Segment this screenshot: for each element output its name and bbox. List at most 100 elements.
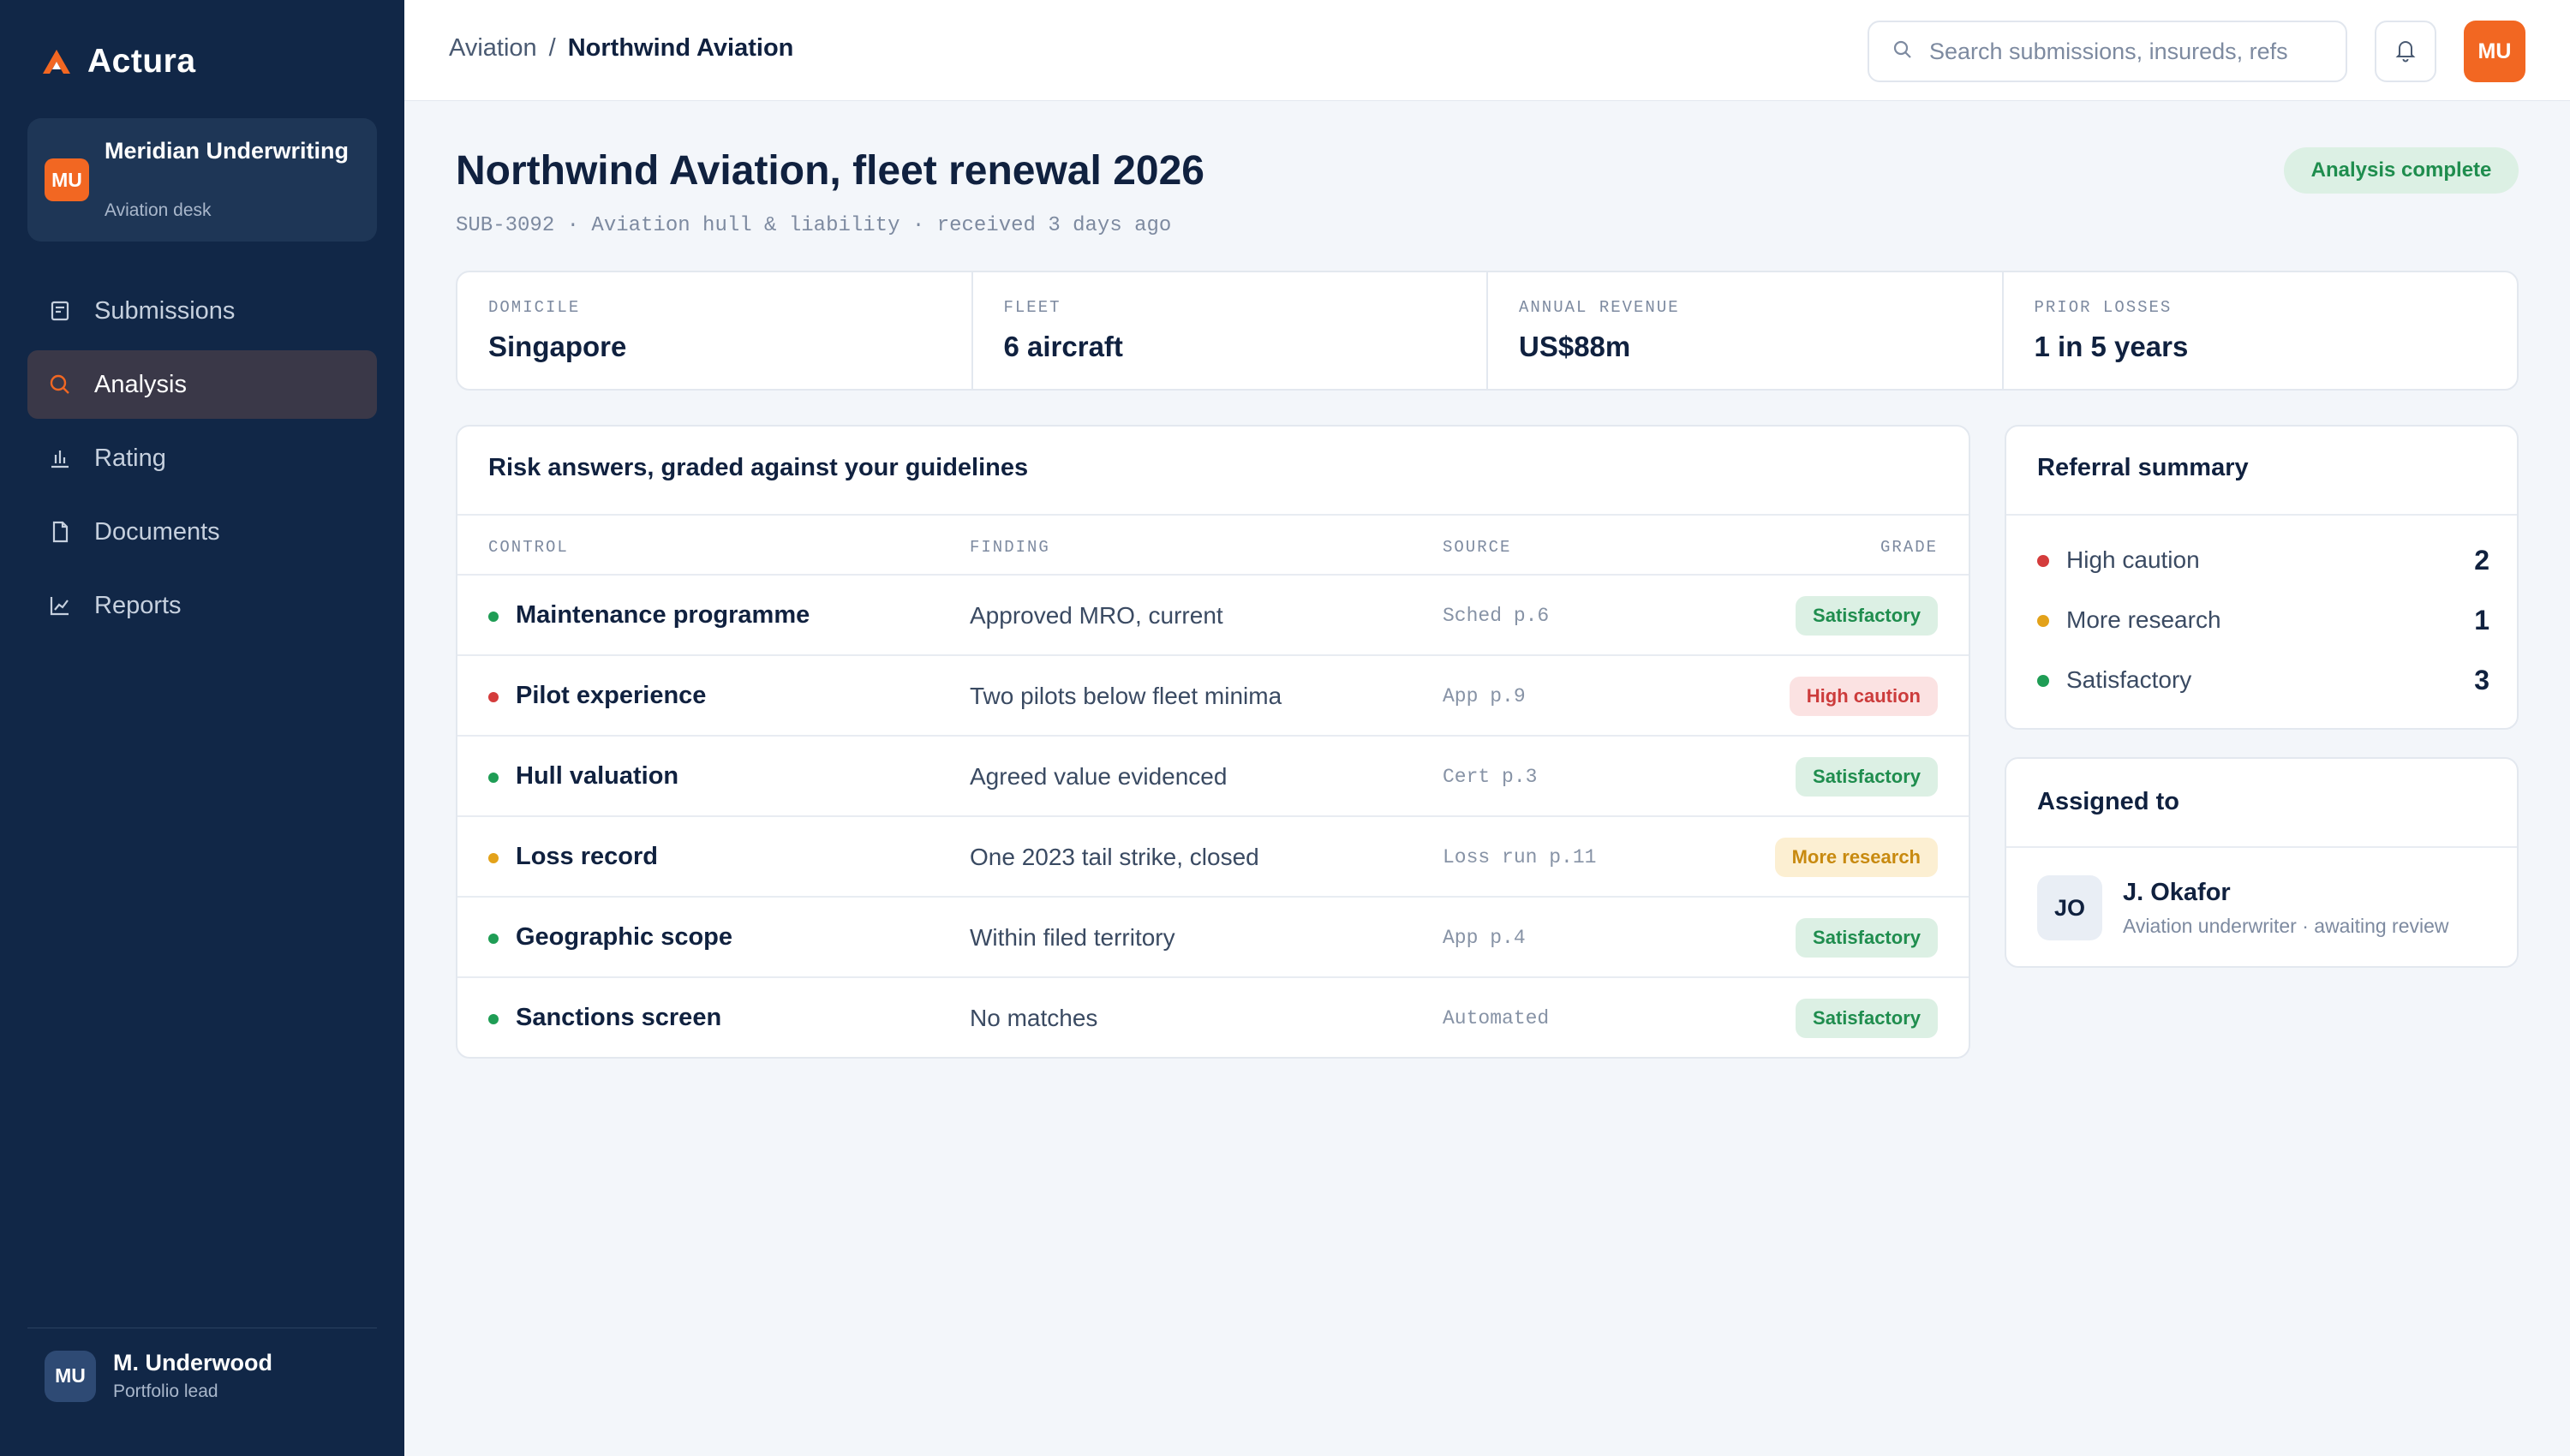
source-ref[interactable]: App p.9: [1443, 685, 1526, 707]
finding-text: One 2023 tail strike, closed: [970, 844, 1259, 870]
referral-count: 3: [2474, 665, 2489, 695]
line-chart-icon: [46, 592, 74, 619]
source-ref[interactable]: Sched p.6: [1443, 605, 1550, 627]
status-dot: [488, 612, 499, 622]
assignee-name[interactable]: J. Okafor: [2123, 879, 2231, 906]
summary-stats: DOMICILE Singapore FLEET 6 aircraft ANNU…: [456, 271, 2519, 391]
control-name: Pilot experience: [516, 682, 707, 709]
stat-prior-losses: PRIOR LOSSES 1 in 5 years: [2004, 272, 2518, 389]
assigned-to-card: Assigned to JO J. Okafor Aviation underw…: [2005, 757, 2519, 968]
column-header-source: SOURCE: [1443, 538, 1512, 557]
referral-list: High caution 2 More research 1 Satisfact…: [2037, 534, 2489, 714]
finding-text: Two pilots below fleet minima: [970, 683, 1282, 709]
referral-label: Satisfactory: [2066, 666, 2192, 693]
source-ref[interactable]: Loss run p.11: [1443, 846, 1597, 868]
breadcrumb: Aviation / Northwind Aviation: [449, 34, 793, 63]
grade-badge: Satisfactory: [1796, 918, 1938, 958]
table-row[interactable]: Hull valuation Agreed value evidenced Ce…: [457, 737, 1969, 817]
sidebar-item-submissions[interactable]: Submissions: [27, 277, 377, 345]
stat-value: US$88m: [1519, 331, 1631, 362]
sidebar-item-label: Submissions: [94, 296, 236, 325]
source-ref[interactable]: Automated: [1443, 1007, 1550, 1029]
table-row[interactable]: Sanctions screen No matches Automated Sa…: [457, 978, 1969, 1057]
avatar[interactable]: MU: [2464, 21, 2525, 82]
status-dot: [488, 934, 499, 944]
topbar: Aviation / Northwind Aviation MU: [404, 0, 2570, 101]
finding-text: No matches: [970, 1005, 1098, 1031]
stat-value: Singapore: [488, 331, 627, 362]
divider: [457, 514, 1969, 516]
status-dot: [2037, 675, 2049, 687]
referral-item-more-research[interactable]: More research 1: [2037, 594, 2489, 654]
source-ref[interactable]: Cert p.3: [1443, 766, 1538, 788]
control-name: Loss record: [516, 843, 658, 870]
bar-chart-icon: [46, 445, 74, 472]
referral-summary-card: Referral summary High caution 2 More res…: [2005, 425, 2519, 730]
breadcrumb-parent[interactable]: Aviation: [449, 34, 537, 62]
table-row[interactable]: Pilot experience Two pilots below fleet …: [457, 656, 1969, 737]
actura-logo-icon: [43, 50, 70, 74]
card-title: Assigned to: [2037, 788, 2179, 815]
stat-label: FLEET: [1003, 298, 1061, 317]
sidebar-item-documents[interactable]: Documents: [27, 498, 377, 566]
org-name: Meridian Underwriting: [105, 138, 350, 164]
org-switcher[interactable]: MU Meridian Underwriting Aviation desk: [27, 118, 377, 242]
status-dot: [488, 692, 499, 702]
referral-item-high-caution[interactable]: High caution 2: [2037, 534, 2489, 594]
avatar[interactable]: JO: [2037, 875, 2102, 940]
user-name: M. Underwood: [113, 1350, 272, 1375]
org-avatar: MU: [45, 158, 89, 201]
user-profile[interactable]: MU M. Underwood Portfolio lead: [45, 1350, 272, 1402]
table-row[interactable]: Geographic scope Within filed territory …: [457, 898, 1969, 978]
column-header-control: CONTROL: [488, 538, 569, 557]
brand[interactable]: Actura: [41, 43, 196, 81]
user-role: Portfolio lead: [113, 1381, 218, 1401]
status-dot: [488, 773, 499, 783]
search-icon: [1892, 39, 1914, 65]
referral-item-satisfactory[interactable]: Satisfactory 3: [2037, 654, 2489, 714]
grade-badge: Satisfactory: [1796, 596, 1938, 636]
avatar: MU: [45, 1350, 96, 1402]
stat-label: DOMICILE: [488, 298, 581, 317]
stat-annual-revenue: ANNUAL REVENUE US$88m: [1488, 272, 2004, 389]
search-input[interactable]: [1929, 38, 2332, 65]
divider: [2006, 846, 2517, 848]
status-dot: [2037, 555, 2049, 567]
card-title: Risk answers, graded against your guidel…: [488, 454, 1029, 481]
sidebar-item-label: Documents: [94, 517, 220, 546]
page-title: Northwind Aviation, fleet renewal 2026: [456, 148, 1204, 194]
sidebar-nav: Submissions Analysis Rating: [27, 277, 377, 645]
bell-icon: [2393, 37, 2418, 67]
table-header: CONTROL FINDING SOURCE GRADE: [457, 516, 1969, 576]
stat-domicile: DOMICILE Singapore: [457, 272, 973, 389]
sidebar-item-analysis[interactable]: Analysis: [27, 350, 377, 419]
grade-badge: Satisfactory: [1796, 999, 1938, 1038]
sidebar-item-label: Reports: [94, 591, 182, 619]
finding-text: Agreed value evidenced: [970, 763, 1228, 790]
brand-name: Actura: [87, 43, 196, 80]
source-ref[interactable]: App p.4: [1443, 927, 1526, 949]
sidebar-item-reports[interactable]: Reports: [27, 571, 377, 640]
referral-label: More research: [2066, 606, 2221, 633]
table-body: Maintenance programme Approved MRO, curr…: [457, 576, 1969, 1057]
sidebar-item-rating[interactable]: Rating: [27, 424, 377, 492]
submission-meta: SUB-3092 · Aviation hull & liability · r…: [456, 214, 1172, 237]
table-row[interactable]: Maintenance programme Approved MRO, curr…: [457, 576, 1969, 656]
control-name: Sanctions screen: [516, 1004, 722, 1031]
column-header-grade: GRADE: [1880, 538, 1938, 557]
stat-fleet: FLEET 6 aircraft: [973, 272, 1488, 389]
notifications-button[interactable]: [2375, 21, 2436, 82]
stat-value: 6 aircraft: [1003, 331, 1123, 362]
risk-answers-card: Risk answers, graded against your guidel…: [456, 425, 1970, 1059]
status-dot: [2037, 615, 2049, 627]
sidebar-item-label: Rating: [94, 444, 166, 472]
search-icon: [46, 371, 74, 398]
referral-label: High caution: [2066, 546, 2200, 573]
referral-count: 2: [2474, 545, 2489, 576]
table-row[interactable]: Loss record One 2023 tail strike, closed…: [457, 817, 1969, 898]
control-name: Hull valuation: [516, 762, 679, 790]
sidebar-item-label: Analysis: [94, 370, 187, 398]
search-box[interactable]: [1868, 21, 2347, 82]
grade-badge: More research: [1774, 838, 1938, 877]
document-list-icon: [46, 297, 74, 325]
